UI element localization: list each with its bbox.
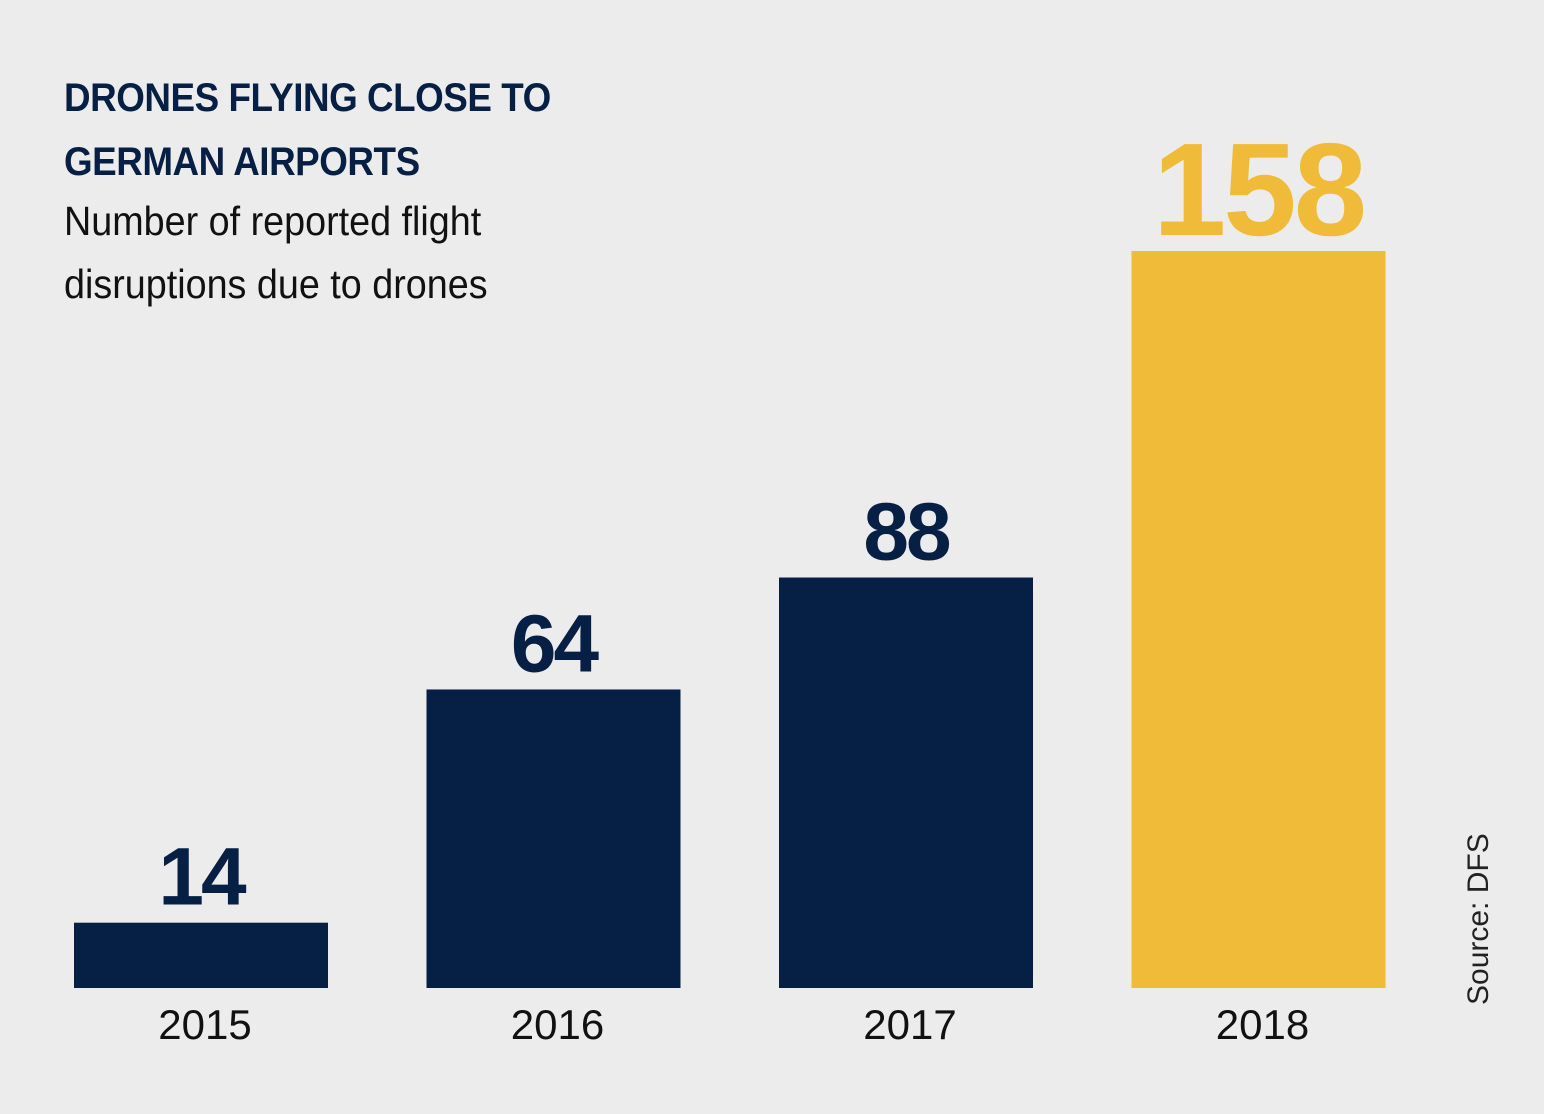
data-label-2016: 64	[511, 598, 600, 689]
bar-2018	[1131, 251, 1386, 988]
data-label-2018: 158	[1153, 116, 1364, 263]
x-tick-label-2017: 2017	[863, 1001, 956, 1048]
bar-2017	[779, 577, 1033, 988]
chart-subtitle: Number of reported flight disruptions du…	[64, 198, 488, 307]
data-label-2015: 14	[158, 832, 247, 923]
chart-title: DRONES FLYING CLOSE TO GERMAN AIRPORTS	[64, 76, 551, 184]
x-tick-label-2016: 2016	[511, 1001, 604, 1048]
bar-2016	[426, 689, 681, 988]
bar-2015	[74, 922, 328, 988]
x-tick-label-2018: 2018	[1216, 1001, 1309, 1048]
x-tick-label-2015: 2015	[158, 1001, 251, 1048]
data-label-2017: 88	[863, 487, 950, 578]
